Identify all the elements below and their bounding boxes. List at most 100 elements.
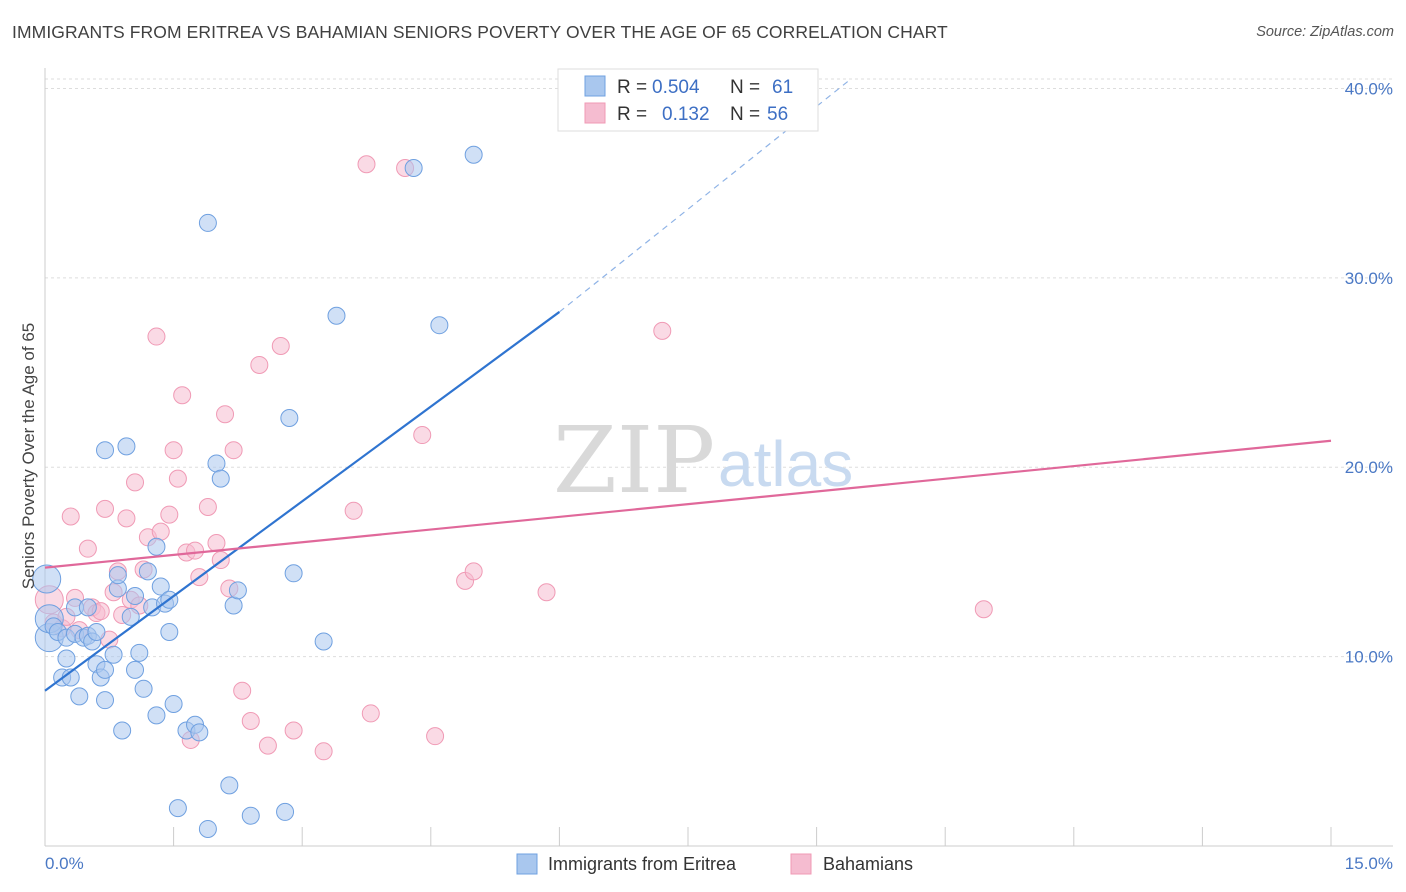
bottom-legend-swatch-eritrea (516, 853, 538, 875)
y-tick-label: 10.0% (1345, 648, 1393, 667)
eritrea-point (32, 564, 62, 594)
eritrea-point (108, 566, 127, 585)
eritrea-point (87, 622, 106, 641)
eritrea-point (96, 691, 115, 710)
eritrea-point (147, 537, 166, 556)
x-tick-label: 15.0% (1345, 854, 1393, 873)
eritrea-point (284, 564, 303, 583)
bahamians-point (250, 355, 269, 374)
eritrea-point (126, 587, 145, 606)
eritrea-trend-line (44, 311, 561, 692)
bottom-legend-label-eritrea: Immigrants from Eritrea (548, 854, 737, 874)
eritrea-point (190, 723, 209, 742)
eritrea-point (198, 819, 217, 838)
bahamians-point (537, 583, 556, 602)
legend-box: R = 0.504 N = 61 R = 0.132 N = 56 (557, 68, 819, 132)
chart-source: Source: ZipAtlas.com (1256, 24, 1394, 40)
bahamians-point (258, 736, 277, 755)
legend-n-value-bahamians: 56 (767, 104, 788, 125)
eritrea-point (464, 145, 483, 164)
bahamians-point (426, 727, 445, 746)
bahamians-point (357, 155, 376, 174)
bottom-legend-label-bahamians: Bahamians (823, 854, 913, 874)
eritrea-point (220, 776, 239, 795)
x-tick-labels: 0.0% 15.0% (45, 854, 1393, 873)
eritrea-point (404, 159, 423, 178)
bahamians-point (96, 499, 115, 518)
eritrea-point (327, 306, 346, 325)
eritrea-point (164, 694, 183, 713)
eritrea-point (113, 721, 132, 740)
bahamians-point (284, 721, 303, 740)
legend-n-value-eritrea: 61 (772, 77, 793, 98)
eritrea-point (96, 441, 115, 460)
legend-n-label: N = (730, 104, 760, 125)
eritrea-point (314, 632, 333, 651)
series-eritrea-points (32, 145, 483, 838)
eritrea-point (130, 643, 149, 662)
legend-r-value-bahamians: 0.132 (662, 104, 710, 125)
bottom-legend: Immigrants from Eritrea Bahamians (516, 853, 913, 875)
watermark: ZIP atlas (553, 407, 853, 514)
bahamians-point (216, 405, 235, 424)
eritrea-point (276, 802, 295, 821)
chart-title: IMMIGRANTS FROM ERITREA VS BAHAMIAN SENI… (12, 22, 948, 42)
eritrea-point (430, 316, 449, 335)
eritrea-point (121, 607, 140, 626)
eritrea-point (78, 598, 97, 617)
legend-r-value-eritrea: 0.504 (652, 77, 700, 98)
series-bahamians-points (34, 155, 993, 761)
bahamians-point (160, 505, 179, 524)
y-tick-label: 20.0% (1345, 458, 1393, 477)
eritrea-point (57, 649, 76, 668)
bahamians-point (653, 321, 672, 340)
watermark-atlas: atlas (718, 428, 853, 500)
bahamians-point (78, 539, 97, 558)
bahamians-point (233, 681, 252, 700)
bahamians-point (361, 704, 380, 723)
bahamians-point (413, 426, 432, 445)
bahamians-point (974, 600, 993, 619)
bahamians-point (224, 441, 243, 460)
eritrea-point (134, 679, 153, 698)
eritrea-point (280, 408, 299, 427)
bahamians-point (126, 473, 145, 492)
bahamians-point (314, 742, 333, 761)
legend-r-label: R = (617, 77, 647, 98)
watermark-zip: ZIP (553, 407, 715, 514)
eritrea-point (168, 799, 187, 818)
bahamians-point (186, 541, 205, 560)
bahamians-point (147, 327, 166, 346)
legend-r-label: R = (617, 104, 647, 125)
eritrea-point (207, 454, 226, 473)
eritrea-point (151, 577, 170, 596)
bahamians-point (271, 337, 290, 356)
y-tick-labels: 10.0% 20.0% 30.0% 40.0% (1345, 79, 1393, 666)
eritrea-point (211, 469, 230, 488)
eritrea-point (224, 596, 243, 615)
eritrea-point (138, 562, 157, 581)
grid-lines (45, 78, 1393, 658)
bahamians-point (117, 509, 136, 528)
eritrea-point (160, 622, 179, 641)
bahamians-point (168, 469, 187, 488)
eritrea-point (70, 687, 89, 706)
legend-n-label: N = (730, 77, 760, 98)
bahamians-point (344, 501, 363, 520)
bahamians-point (464, 562, 483, 581)
bahamians-point (61, 507, 80, 526)
bahamians-trend-line (44, 439, 1332, 569)
axes (44, 68, 1393, 847)
eritrea-point (228, 581, 247, 600)
bahamians-point (173, 386, 192, 405)
bahamians-point (198, 498, 217, 517)
bottom-legend-swatch-bahamians (790, 853, 812, 875)
bahamians-point (164, 441, 183, 460)
x-tick-label: 0.0% (45, 854, 84, 873)
bahamians-point (207, 533, 226, 552)
bahamians-point (241, 712, 260, 731)
eritrea-point (126, 660, 145, 679)
y-tick-label: 30.0% (1345, 269, 1393, 288)
eritrea-point (241, 806, 260, 825)
